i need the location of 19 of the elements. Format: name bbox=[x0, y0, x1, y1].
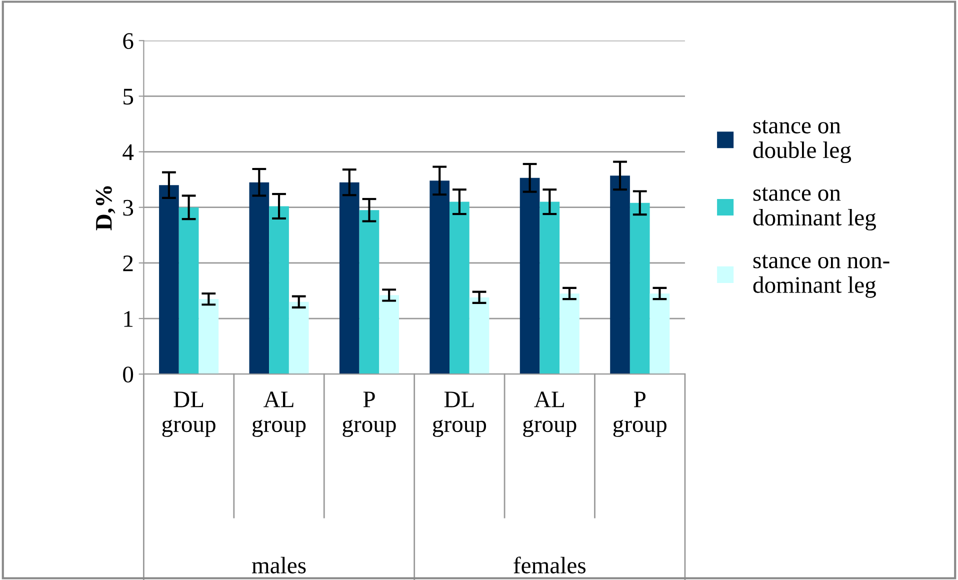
y-tick-label: 0 bbox=[123, 366, 134, 383]
y-tick-label: 4 bbox=[122, 144, 134, 160]
y-tick-label: 3 bbox=[123, 200, 134, 216]
legend-label: stance on dominant leg bbox=[753, 187, 876, 230]
x-tick-label: P group bbox=[613, 392, 666, 437]
y-tick-label: 6 bbox=[123, 33, 134, 50]
y-axis-title: D,% bbox=[96, 186, 116, 230]
legend-label: stance on double leg bbox=[753, 120, 852, 164]
text: males bbox=[252, 556, 306, 574]
text: females bbox=[514, 556, 586, 574]
y-tick-label: 1 bbox=[124, 311, 133, 327]
x-tick-label: AL group bbox=[252, 392, 306, 437]
x-tick-label: DL group bbox=[162, 392, 216, 437]
y-tick-label: 2 bbox=[123, 255, 133, 272]
x-tick-label: P group bbox=[342, 392, 396, 437]
x-tick-label: AL group bbox=[523, 392, 576, 437]
x-tick-label: DL group bbox=[432, 392, 486, 437]
y-tick-label: 5 bbox=[124, 88, 134, 105]
legend-label: stance on non- dominant leg bbox=[753, 254, 890, 298]
